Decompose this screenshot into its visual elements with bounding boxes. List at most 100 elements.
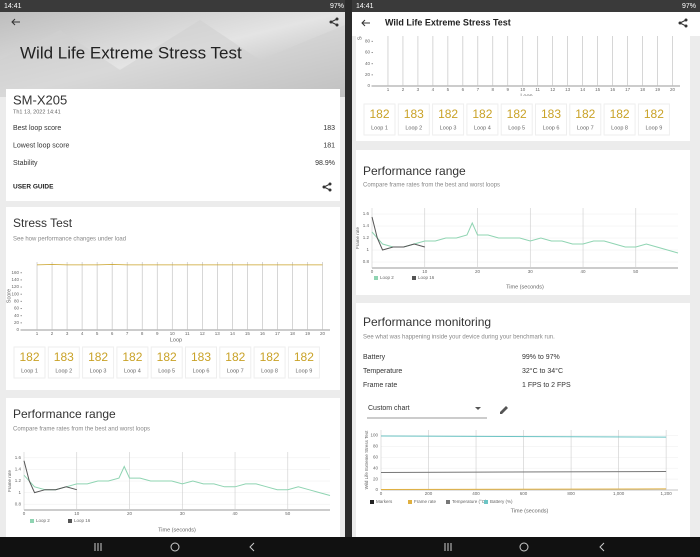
y-tick-label: 0.8	[15, 501, 22, 506]
y-tick-label: 0.8	[363, 259, 370, 264]
device-date: Th1 13, 2022 14:41	[13, 109, 61, 115]
x-tick-label: 17	[275, 331, 281, 336]
back-button[interactable]	[361, 19, 370, 27]
x-tick-label: 13	[215, 331, 221, 336]
edit-button[interactable]	[500, 406, 508, 414]
loop-score: 182	[225, 350, 245, 364]
x-axis-label: Loop	[520, 93, 532, 99]
app-bar-title: Wild Life Extreme Stress Test	[385, 17, 511, 27]
x-tick-label: 7	[477, 87, 480, 92]
share-button[interactable]	[678, 18, 688, 28]
loop-score: 182	[294, 350, 314, 364]
loop-label: Loop 2	[55, 368, 72, 374]
loop-score: 183	[541, 107, 561, 121]
score-tile	[47, 346, 80, 379]
legend-label: Loop 16	[418, 275, 435, 280]
y-tick-label: 1	[366, 247, 369, 252]
chart-selector[interactable]: Custom chart	[368, 405, 410, 412]
score-tile	[637, 103, 670, 136]
loop-label: Loop 9	[645, 125, 662, 131]
legend-swatch	[374, 276, 378, 280]
x-tick-label: 10	[170, 331, 176, 336]
loop-score: 182	[507, 107, 527, 121]
range-card	[6, 398, 340, 537]
row-label: Lowest loop score	[13, 142, 70, 149]
y-axis-label: Score	[357, 26, 363, 40]
x-tick-label: 1,000	[613, 491, 625, 496]
y-tick-label: 80	[14, 299, 20, 304]
nav-bar	[0, 537, 700, 557]
loop-label: Loop 3	[90, 368, 107, 374]
row-label: Stability	[13, 160, 38, 167]
x-tick-label: 30	[180, 511, 186, 516]
score-tile	[363, 103, 396, 136]
status-time: 14:41	[4, 3, 22, 10]
card-title: Performance range	[13, 407, 116, 421]
row-label: Temperature	[363, 368, 402, 375]
y-tick-label: 160	[11, 270, 19, 275]
back-button[interactable]	[11, 18, 20, 26]
x-tick-label: 3	[417, 87, 420, 92]
x-tick-label: 0	[23, 511, 26, 516]
x-tick-label: 20	[475, 269, 481, 274]
legend-swatch	[412, 276, 416, 280]
share-button[interactable]	[329, 17, 339, 27]
x-axis-label: Time (seconds)	[158, 527, 196, 533]
row-value: 1 FPS to 2 FPS	[522, 382, 571, 389]
score-tile	[500, 103, 533, 136]
loop-score: 183	[54, 350, 74, 364]
y-tick-label: 1.2	[15, 478, 22, 483]
x-tick-label: 20	[320, 331, 326, 336]
series-line	[380, 435, 667, 438]
loop-label: Loop 9	[295, 368, 312, 374]
x-tick-label: 2	[402, 87, 405, 92]
card-title: Performance range	[363, 164, 466, 178]
loop-score: 182	[610, 107, 630, 121]
y-tick-label: 40	[365, 61, 371, 66]
x-tick-label: 6	[462, 87, 465, 92]
legend-swatch	[68, 519, 72, 523]
x-tick-label: 5	[447, 87, 450, 92]
y-tick-label: 0	[367, 83, 370, 88]
x-tick-label: 11	[535, 87, 540, 92]
loop-score: 182	[19, 350, 39, 364]
loop-score: 182	[472, 107, 492, 121]
score-tile	[569, 103, 602, 136]
x-tick-label: 10	[422, 269, 428, 274]
x-tick-label: 19	[655, 87, 661, 92]
series-line	[23, 465, 331, 496]
y-tick-label: 40	[14, 313, 20, 318]
x-axis-label: Time (seconds)	[506, 284, 544, 290]
page-title: Wild Life Extreme Stress Test	[20, 43, 242, 62]
loop-label: Loop 3	[440, 125, 457, 131]
legend-swatch	[446, 500, 450, 504]
card-subtitle: See how performance changes under load	[13, 237, 126, 243]
x-tick-label: 0	[371, 269, 374, 274]
dropdown-arrow[interactable]	[475, 407, 481, 410]
x-tick-label: 13	[565, 87, 571, 92]
loop-score: 182	[438, 107, 458, 121]
device-card	[6, 89, 340, 201]
x-tick-label: 6	[111, 331, 114, 336]
y-tick-label: 0	[375, 487, 378, 492]
user-guide[interactable]: USER GUIDE	[13, 184, 54, 191]
x-tick-label: 30	[528, 269, 534, 274]
loop-label: Loop 1	[371, 125, 388, 131]
row-label: Best loop score	[13, 125, 61, 132]
x-tick-label: 4	[81, 331, 84, 336]
legend-label: Loop 2	[380, 275, 394, 280]
x-tick-label: 16	[610, 87, 616, 92]
y-tick-label: 0	[16, 327, 19, 332]
loop-label: Loop 4	[474, 125, 491, 131]
score-tile	[253, 346, 286, 379]
loop-score: 182	[260, 350, 280, 364]
score-tile	[116, 346, 149, 379]
card-subtitle: Compare frame rates from the best and wo…	[13, 427, 150, 433]
loop-score: 182	[157, 350, 177, 364]
row-value: 98.9%	[315, 160, 335, 167]
share-button[interactable]	[322, 182, 332, 192]
y-tick-label: 60	[14, 306, 20, 311]
x-tick-label: 9	[507, 87, 510, 92]
series-line	[23, 460, 77, 494]
